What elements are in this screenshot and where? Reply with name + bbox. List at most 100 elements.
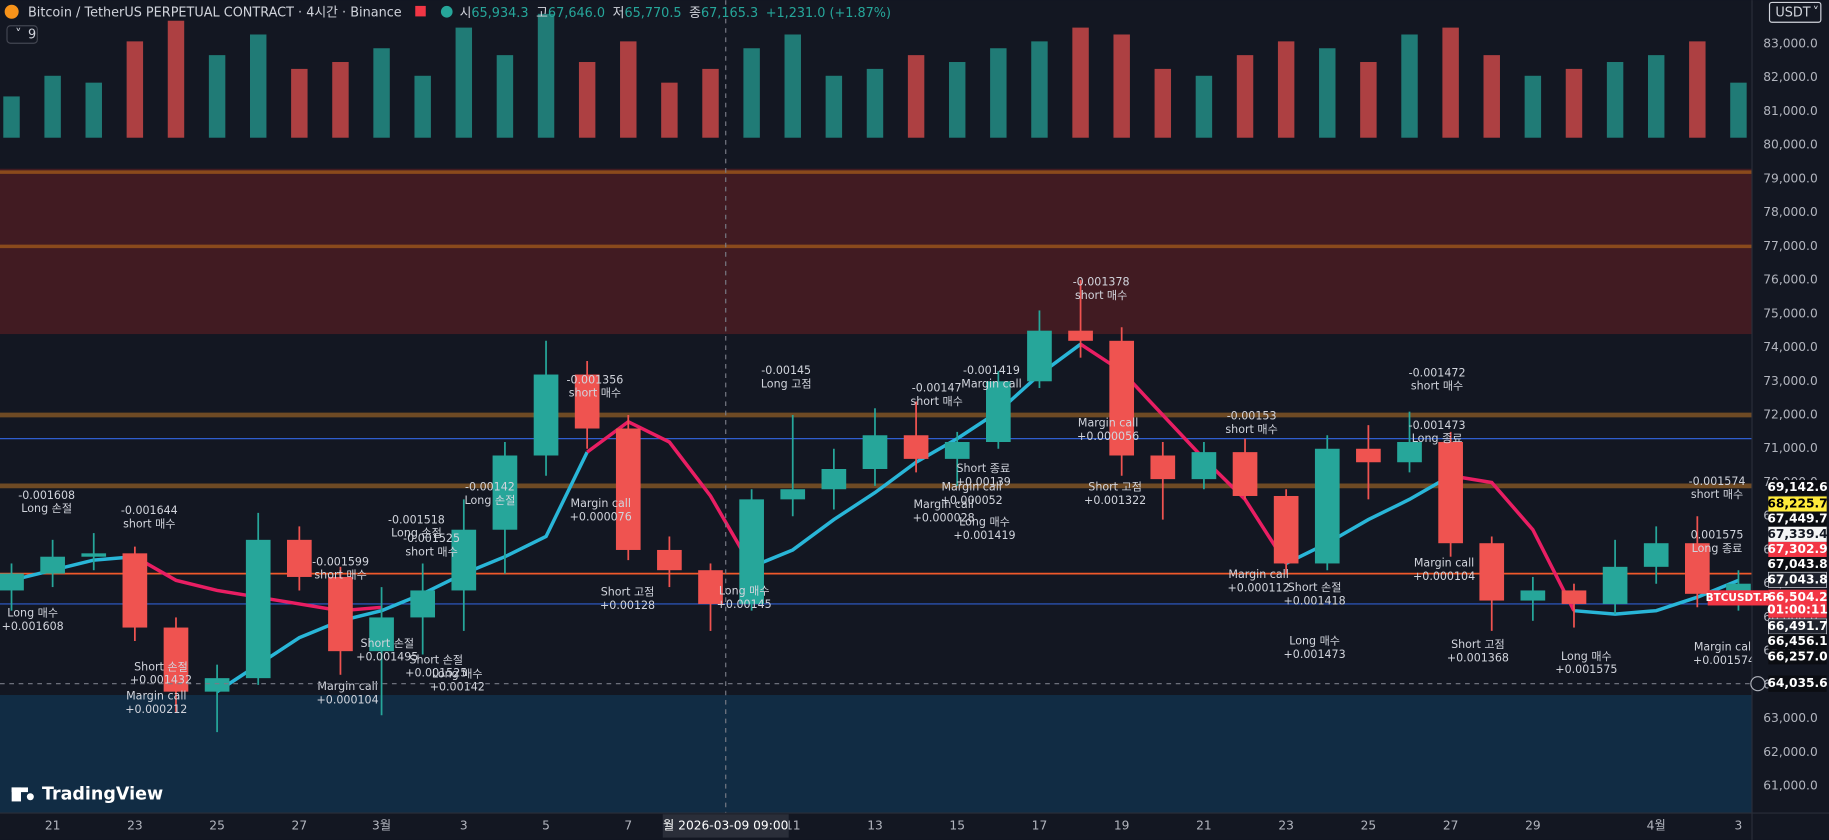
volume-bar	[1072, 27, 1089, 138]
zone	[0, 168, 1753, 335]
y-tick-label: 72,000.0	[1763, 408, 1817, 422]
candle-body	[0, 573, 24, 591]
volume-bar	[1483, 55, 1500, 138]
trade-annotation: -0.001518	[388, 513, 445, 526]
ohlc-label: 시	[460, 5, 472, 20]
trade-annotation: Long 매수	[959, 516, 1010, 529]
volume-bar	[208, 55, 226, 138]
trade-annotation: short 매수	[1691, 488, 1743, 501]
trade-annotation: +0.001608	[2, 620, 64, 633]
price-axis	[1752, 0, 1829, 840]
volume-bar	[1360, 62, 1377, 138]
candle-body	[903, 435, 929, 459]
volume-bar	[1031, 41, 1048, 138]
trade-annotation: short 매수	[123, 517, 175, 530]
candle-body	[985, 381, 1011, 443]
crosshair-x-label: 월 2026-03-09 09:00	[663, 818, 788, 832]
trade-annotation: +0.001575	[1555, 663, 1617, 676]
candle-body	[1273, 495, 1299, 564]
trade-annotation: -0.001473	[1409, 419, 1466, 432]
volume-bar	[784, 34, 801, 138]
trade-annotation: +0.000212	[125, 703, 187, 716]
y-tick-label: 79,000.0	[1763, 171, 1817, 185]
trade-annotation: Short 손절	[1288, 581, 1342, 594]
price-label-box	[1768, 511, 1827, 527]
trend-line	[586, 419, 754, 568]
candle-body	[1027, 330, 1052, 382]
candle-body	[1479, 543, 1505, 601]
brand: TradingView	[42, 784, 163, 804]
trade-annotation: Short 손절	[409, 653, 463, 666]
x-tick-label: 25	[1361, 818, 1377, 832]
candle-body	[492, 455, 518, 530]
x-tick-label: 11	[785, 818, 801, 832]
y-tick-label: 78,000.0	[1763, 205, 1817, 219]
x-tick-label: 25	[209, 818, 225, 832]
x-tick-label: 15	[949, 818, 965, 832]
price-label: 01:00:11	[1767, 603, 1828, 617]
volume-bar	[1236, 55, 1254, 138]
x-tick-label: 3	[1735, 818, 1743, 832]
volume-bar	[455, 27, 473, 138]
trade-annotation: -0.001599	[312, 555, 369, 568]
volume-bar	[1113, 34, 1130, 138]
y-tick-label: 61,000.0	[1763, 779, 1817, 793]
trade-annotation: Long 손절	[21, 502, 72, 515]
trade-annotation: +0.000104	[317, 694, 379, 707]
volume-bar	[85, 82, 102, 138]
trade-annotation: Margin call	[1414, 556, 1474, 569]
trade-annotation: Short 고점	[601, 586, 655, 599]
price-label: 68,225.7	[1767, 496, 1827, 510]
price-label-box	[1768, 480, 1827, 496]
price-label-box	[1767, 571, 1828, 588]
axes: 61,000.062,000.063,000.064,000.065,000.0…	[45, 36, 1828, 838]
trade-annotation: short 매수	[1075, 289, 1127, 302]
volume-bar	[537, 13, 555, 138]
trade-annotation: +0.001525	[405, 667, 467, 680]
crosshair-add	[1750, 676, 1766, 692]
chevron: ˅	[15, 28, 21, 43]
price-label: 66,257.0	[1767, 649, 1827, 663]
candle-body	[657, 549, 682, 571]
x-tick-label: 19	[1114, 818, 1130, 832]
price-label: 69,142.6	[1767, 480, 1827, 494]
trade-annotation: +0.000112	[1228, 582, 1290, 595]
volume-bar	[249, 34, 267, 138]
price-label-box	[1768, 634, 1827, 650]
candle-body	[533, 374, 559, 456]
y-tick-label: 81,000.0	[1763, 104, 1817, 118]
trade-annotation: Short 종료	[957, 462, 1011, 475]
x-tick-label: 4월	[1647, 818, 1666, 832]
x-tick-label: 21	[45, 818, 61, 832]
price-label-box	[1768, 541, 1827, 558]
candle-body	[1397, 442, 1422, 463]
indicator-toggle[interactable]	[6, 25, 38, 44]
currency-button[interactable]	[1768, 1, 1822, 23]
candle-body	[1232, 452, 1258, 496]
change-value: +1,231.0 (+1.87%)	[766, 5, 891, 20]
trade-annotation: Margin call	[126, 689, 186, 702]
candle-body	[1684, 543, 1710, 594]
trade-annotation: Margin call	[1228, 568, 1288, 581]
x-tick-label: 27	[1443, 818, 1459, 832]
candle-body	[122, 553, 148, 628]
crosshair-y-label: 64,035.6	[1767, 676, 1827, 690]
ohlc-value: 67,165.3	[701, 5, 758, 20]
trade-annotation: +0.001432	[130, 674, 192, 687]
flag-icon	[415, 5, 426, 17]
candle-body	[698, 570, 723, 604]
trade-annotation: Long 매수	[1289, 635, 1340, 648]
ohlc-label: 종	[689, 5, 701, 20]
volume-bar	[1524, 75, 1542, 138]
volume-bar	[866, 68, 884, 138]
crosshair-y-box	[1768, 675, 1827, 692]
trade-annotation: +0.000028	[913, 512, 975, 525]
trade-annotation: Long 매수	[719, 584, 770, 597]
status-icon	[440, 5, 453, 18]
y-tick-label: 62,000.0	[1763, 745, 1817, 759]
volume-bar	[1154, 68, 1172, 138]
volume-bar	[948, 62, 966, 138]
trade-annotation: Margin call	[571, 497, 631, 510]
symbol-title: Bitcoin / TetherUS PERPETUAL CONTRACT · …	[28, 5, 402, 20]
